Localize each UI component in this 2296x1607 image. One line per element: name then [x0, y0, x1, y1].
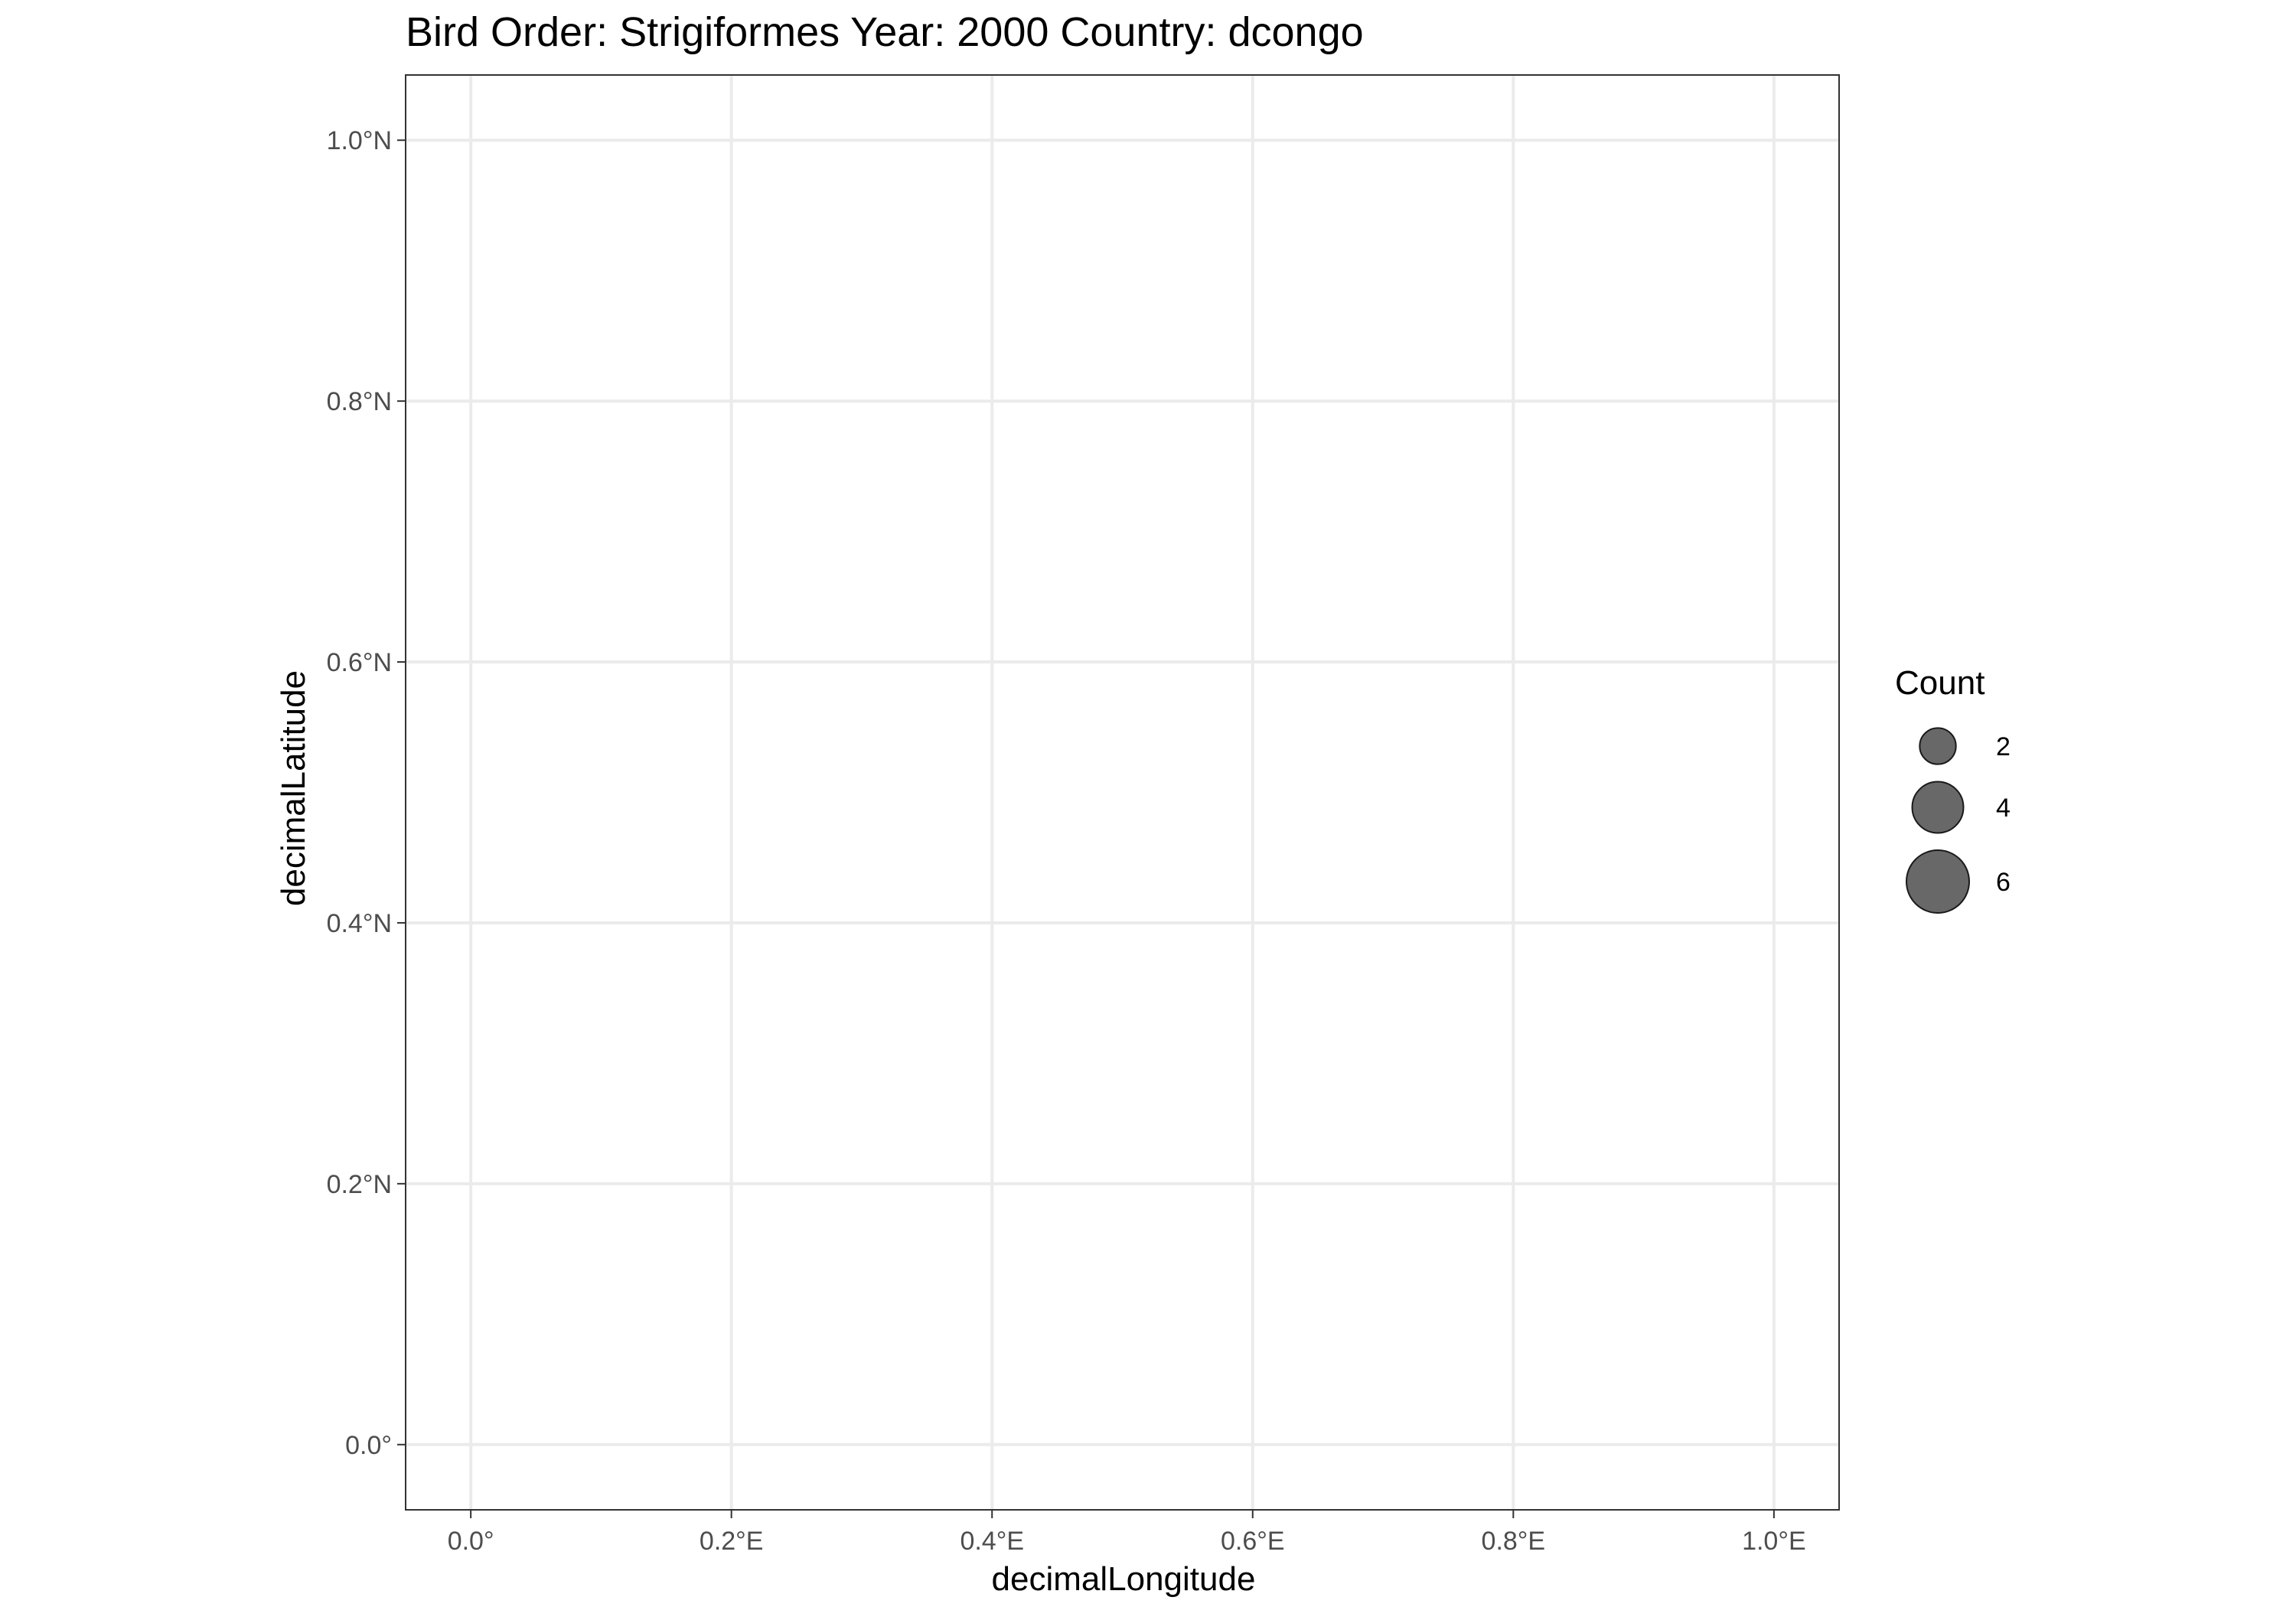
- y-tick-label-0: 0.0°: [345, 1431, 392, 1460]
- legend-title: Count: [1895, 664, 1985, 702]
- grid-lines: [406, 75, 1839, 1510]
- legend-label-2: 2: [1996, 732, 2011, 761]
- legend-entries: 2 4 6: [1906, 727, 2011, 914]
- x-tick-label-4: 0.8°E: [1482, 1527, 1546, 1556]
- plot-panel: [405, 74, 1840, 1511]
- legend-key-2: [1919, 727, 1957, 765]
- y-tick-label-1: 0.2°N: [327, 1170, 392, 1199]
- x-tick-label-0: 0.0°: [448, 1527, 494, 1556]
- legend-label-6: 6: [1996, 868, 2011, 897]
- legend-key-4: [1911, 781, 1965, 834]
- chart-title: Bird Order: Strigiformes Year: 2000 Coun…: [406, 9, 1364, 55]
- y-tick-label-5: 1.0°N: [327, 126, 392, 155]
- y-tick-label-2: 0.4°N: [327, 909, 392, 938]
- x-tick-label-1: 0.2°E: [700, 1527, 764, 1556]
- x-tick-label-3: 0.6°E: [1221, 1527, 1285, 1556]
- x-tick-label-5: 1.0°E: [1742, 1527, 1806, 1556]
- y-axis-title: decimalLatitude: [275, 670, 312, 906]
- axes: 0.0° 0.2°E 0.4°E 0.6°E 0.8°E 1.0°E 0.0° 0.2°N 0.…: [327, 126, 1806, 1556]
- legend-label-4: 4: [1996, 794, 2011, 823]
- y-tick-label-4: 0.8°N: [327, 387, 392, 416]
- x-axis-title: decimalLongitude: [992, 1560, 1256, 1598]
- legend: Count 2 4 6: [1895, 664, 2011, 914]
- x-tick-label-2: 0.4°E: [960, 1527, 1024, 1556]
- y-tick-label-3: 0.6°N: [327, 648, 392, 677]
- legend-key-6: [1906, 849, 1970, 914]
